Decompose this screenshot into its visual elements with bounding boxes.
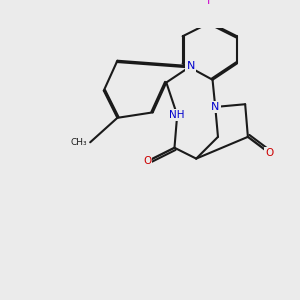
Text: CH₃: CH₃	[71, 138, 88, 147]
Text: O: O	[266, 148, 274, 158]
Text: NH: NH	[169, 110, 185, 120]
Text: N: N	[187, 61, 195, 71]
Text: O: O	[143, 156, 152, 166]
Text: N: N	[211, 102, 219, 112]
Text: F: F	[207, 0, 213, 6]
